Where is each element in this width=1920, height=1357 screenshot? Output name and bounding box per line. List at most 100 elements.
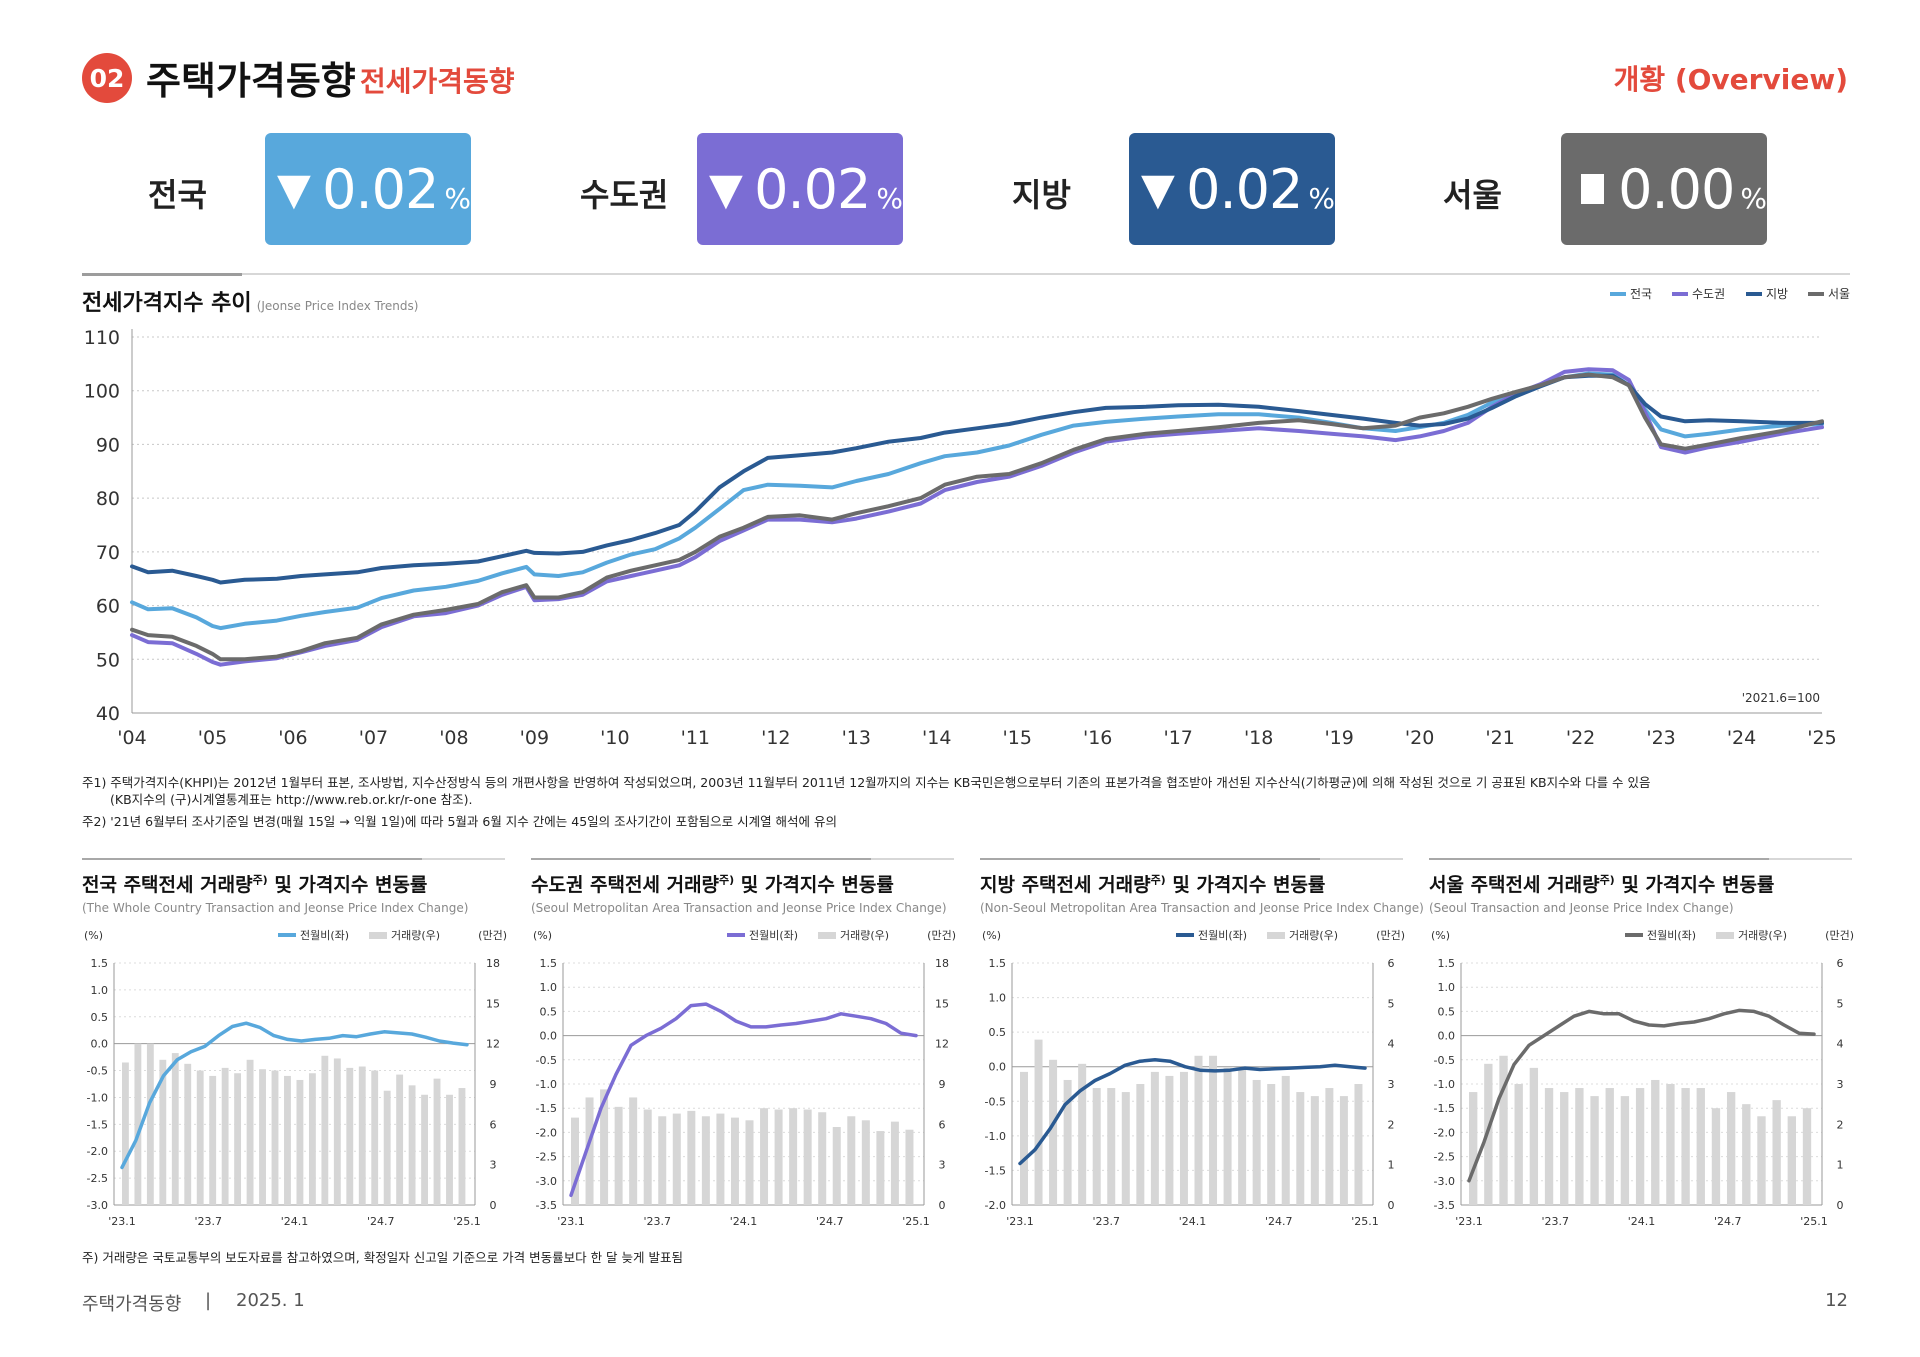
right-tick-label: 6 bbox=[939, 1118, 946, 1131]
left-tick-label: -3.0 bbox=[87, 1199, 108, 1212]
x-tick-label: '23.7 bbox=[643, 1215, 671, 1225]
y-tick-label: 70 bbox=[96, 542, 120, 564]
left-tick-label: 1.0 bbox=[91, 984, 109, 997]
right-tick-label: 4 bbox=[1388, 1038, 1395, 1051]
left-tick-label: -0.5 bbox=[87, 1065, 108, 1078]
title-footnote-mark: 주) bbox=[1150, 873, 1166, 887]
main-chart-heading: 전세가격지수 추이 (Jeonse Price Index Trends) bbox=[82, 285, 418, 317]
volume-bar bbox=[760, 1108, 769, 1205]
volume-bar bbox=[861, 1120, 870, 1205]
volume-bar bbox=[1325, 1088, 1334, 1205]
legend-bar-swatch bbox=[1716, 932, 1734, 939]
left-tick-label: -2.0 bbox=[536, 1126, 557, 1139]
chart-series bbox=[130, 367, 1824, 667]
small-chart-title: 지방 주택전세 거래량주) 및 가격지수 변동률 bbox=[980, 870, 1325, 897]
right-tick-label: 9 bbox=[939, 1078, 946, 1091]
change-rate-line bbox=[120, 1021, 469, 1170]
left-tick-label: -2.0 bbox=[985, 1199, 1006, 1212]
volume-bar bbox=[1136, 1084, 1145, 1205]
volume-bar bbox=[629, 1097, 638, 1205]
volume-bar bbox=[1787, 1116, 1796, 1205]
divider-accent bbox=[1429, 858, 1769, 860]
summary-unit: % bbox=[444, 181, 471, 215]
volume-bar bbox=[1252, 1079, 1261, 1205]
right-tick-label: 0 bbox=[939, 1199, 946, 1212]
page-subtitle: 전세가격동향 bbox=[360, 65, 515, 98]
volume-bar bbox=[1150, 1071, 1159, 1205]
volume-bar bbox=[1238, 1067, 1247, 1205]
volume-bar bbox=[803, 1109, 812, 1205]
note-2: 주2) '21년 6월부터 조사기준일 변경(매월 15일 → 익월 1일)에 … bbox=[82, 814, 838, 829]
left-tick-label: 0.0 bbox=[91, 1038, 109, 1051]
left-tick-label: 1.5 bbox=[1438, 957, 1456, 970]
title-footnote-mark: 주) bbox=[1599, 873, 1615, 887]
left-tick-label: -3.5 bbox=[1434, 1199, 1455, 1212]
right-tick-label: 3 bbox=[939, 1159, 946, 1172]
volume-bar bbox=[1635, 1088, 1645, 1205]
volume-bar bbox=[246, 1059, 254, 1205]
left-tick-label: -2.0 bbox=[87, 1145, 108, 1158]
right-tick-label: 3 bbox=[490, 1159, 497, 1172]
volume-bar bbox=[209, 1075, 217, 1205]
summary-unit: % bbox=[876, 181, 903, 215]
down-arrow-icon: ▼ bbox=[1141, 163, 1175, 215]
region-label-capital: 수도권 bbox=[580, 176, 669, 214]
x-tick-label: '09 bbox=[520, 727, 549, 749]
x-tick-label: '06 bbox=[278, 727, 307, 749]
title-footnote-mark: 주) bbox=[252, 873, 268, 887]
change-rate-line bbox=[1018, 1058, 1367, 1166]
volume-bar bbox=[408, 1085, 416, 1205]
left-tick-label: 1.0 bbox=[989, 992, 1007, 1005]
title-text: 전국 주택전세 거래량 bbox=[82, 874, 253, 896]
left-tick-label: -1.5 bbox=[536, 1102, 557, 1115]
x-tick-label: '12 bbox=[761, 727, 790, 749]
title-text-tail: 및 가격지수 변동률 bbox=[734, 874, 894, 896]
volume-bar bbox=[1742, 1104, 1751, 1205]
no-change-square-icon bbox=[1581, 174, 1605, 204]
note-1b: (KB지수의 (구)시계열통계표는 http://www.reb.or.kr/r… bbox=[110, 792, 473, 807]
x-tick-label: '24 bbox=[1727, 727, 1756, 749]
volume-bar bbox=[234, 1073, 242, 1205]
volume-bar bbox=[1544, 1088, 1554, 1205]
x-tick-label: '23.7 bbox=[194, 1215, 222, 1225]
volume-bar bbox=[1063, 1079, 1072, 1205]
summary-box-capital: ▼ 0.02 % bbox=[697, 133, 903, 245]
volume-bar bbox=[1267, 1084, 1276, 1205]
summary-unit: % bbox=[1740, 181, 1767, 215]
volume-bar bbox=[1165, 1075, 1174, 1205]
volume-bar bbox=[1310, 1096, 1319, 1205]
x-tick-label: '24.1 bbox=[281, 1215, 309, 1225]
title-footnote-mark: 주) bbox=[719, 873, 735, 887]
volume-bar bbox=[458, 1088, 466, 1205]
x-tick-label: '17 bbox=[1163, 727, 1192, 749]
volume-bar bbox=[1620, 1096, 1630, 1205]
left-tick-label: 1.5 bbox=[989, 957, 1007, 970]
right-tick-label: 0 bbox=[1388, 1199, 1395, 1212]
legend-label: 지방 bbox=[1766, 287, 1788, 301]
legend-bar-label: 거래량(우) bbox=[840, 929, 889, 942]
volume-bar bbox=[832, 1127, 841, 1205]
left-tick-label: 0.5 bbox=[540, 1005, 558, 1018]
left-unit: (%) bbox=[1431, 929, 1450, 942]
right-tick-label: 9 bbox=[490, 1078, 497, 1091]
combo-chart: (%) (만건) 전월비(좌) 거래량(우) 1.5 1.0 0.5 0.0 -0.5 -1.0 -… bbox=[533, 929, 956, 1225]
main-chart-title-en: (Jeonse Price Index Trends) bbox=[256, 299, 419, 313]
small-chart-subtitle: (The Whole Country Transaction and Jeons… bbox=[82, 901, 469, 915]
volume-bar bbox=[333, 1058, 341, 1205]
left-tick-label: -3.0 bbox=[536, 1175, 557, 1188]
volume-bar bbox=[259, 1069, 266, 1205]
volume-bar bbox=[585, 1097, 594, 1205]
volume-bar bbox=[421, 1094, 428, 1205]
right-tick-label: 6 bbox=[490, 1118, 497, 1131]
summary-value: 0.02 bbox=[322, 157, 439, 221]
volume-bar bbox=[1711, 1108, 1721, 1205]
chart-gridlines bbox=[131, 329, 1822, 714]
volume-bar bbox=[1514, 1084, 1523, 1205]
divider-accent bbox=[980, 858, 1320, 860]
section-number-badge: 02 bbox=[82, 53, 132, 103]
left-tick-label: -0.5 bbox=[1434, 1054, 1455, 1067]
volume-bar bbox=[296, 1079, 304, 1205]
right-unit: (만건) bbox=[1376, 929, 1405, 942]
right-tick-label: 6 bbox=[1388, 957, 1395, 970]
